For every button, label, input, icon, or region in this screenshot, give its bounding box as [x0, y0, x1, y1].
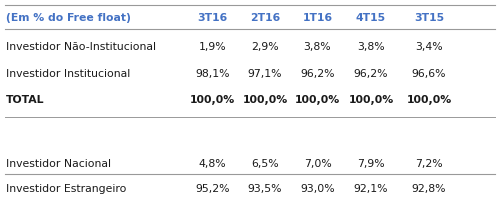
- Text: 1,9%: 1,9%: [198, 42, 226, 52]
- Text: Investidor Não-Institucional: Investidor Não-Institucional: [6, 42, 156, 52]
- Text: Investidor Estrangeiro: Investidor Estrangeiro: [6, 183, 126, 193]
- Text: 93,0%: 93,0%: [300, 183, 335, 193]
- Text: 92,8%: 92,8%: [412, 183, 446, 193]
- Text: 2,9%: 2,9%: [251, 42, 279, 52]
- Text: 4T15: 4T15: [356, 13, 386, 23]
- Text: 92,1%: 92,1%: [354, 183, 388, 193]
- Text: 100,0%: 100,0%: [295, 95, 340, 105]
- Text: 3,4%: 3,4%: [415, 42, 443, 52]
- Text: 3T15: 3T15: [414, 13, 444, 23]
- Text: 2T16: 2T16: [250, 13, 280, 23]
- Text: 96,2%: 96,2%: [354, 69, 388, 78]
- Text: 97,1%: 97,1%: [248, 69, 282, 78]
- Text: 3T16: 3T16: [198, 13, 228, 23]
- Text: Investidor Nacional: Investidor Nacional: [6, 158, 111, 168]
- Text: 93,5%: 93,5%: [248, 183, 282, 193]
- Text: Investidor Institucional: Investidor Institucional: [6, 69, 130, 78]
- Text: 7,0%: 7,0%: [304, 158, 332, 168]
- Text: 1T16: 1T16: [302, 13, 332, 23]
- Text: 95,2%: 95,2%: [195, 183, 230, 193]
- Text: 100,0%: 100,0%: [242, 95, 288, 105]
- Text: 96,6%: 96,6%: [412, 69, 446, 78]
- Text: 100,0%: 100,0%: [190, 95, 235, 105]
- Text: 98,1%: 98,1%: [195, 69, 230, 78]
- Text: TOTAL: TOTAL: [6, 95, 44, 105]
- Text: 4,8%: 4,8%: [198, 158, 226, 168]
- Text: 3,8%: 3,8%: [304, 42, 332, 52]
- Text: 96,2%: 96,2%: [300, 69, 335, 78]
- Text: 7,9%: 7,9%: [357, 158, 385, 168]
- Text: 7,2%: 7,2%: [415, 158, 443, 168]
- Text: 6,5%: 6,5%: [251, 158, 279, 168]
- Text: (Em % do Free float): (Em % do Free float): [6, 13, 131, 23]
- Text: 100,0%: 100,0%: [348, 95, 394, 105]
- Text: 100,0%: 100,0%: [406, 95, 452, 105]
- Text: 3,8%: 3,8%: [357, 42, 385, 52]
